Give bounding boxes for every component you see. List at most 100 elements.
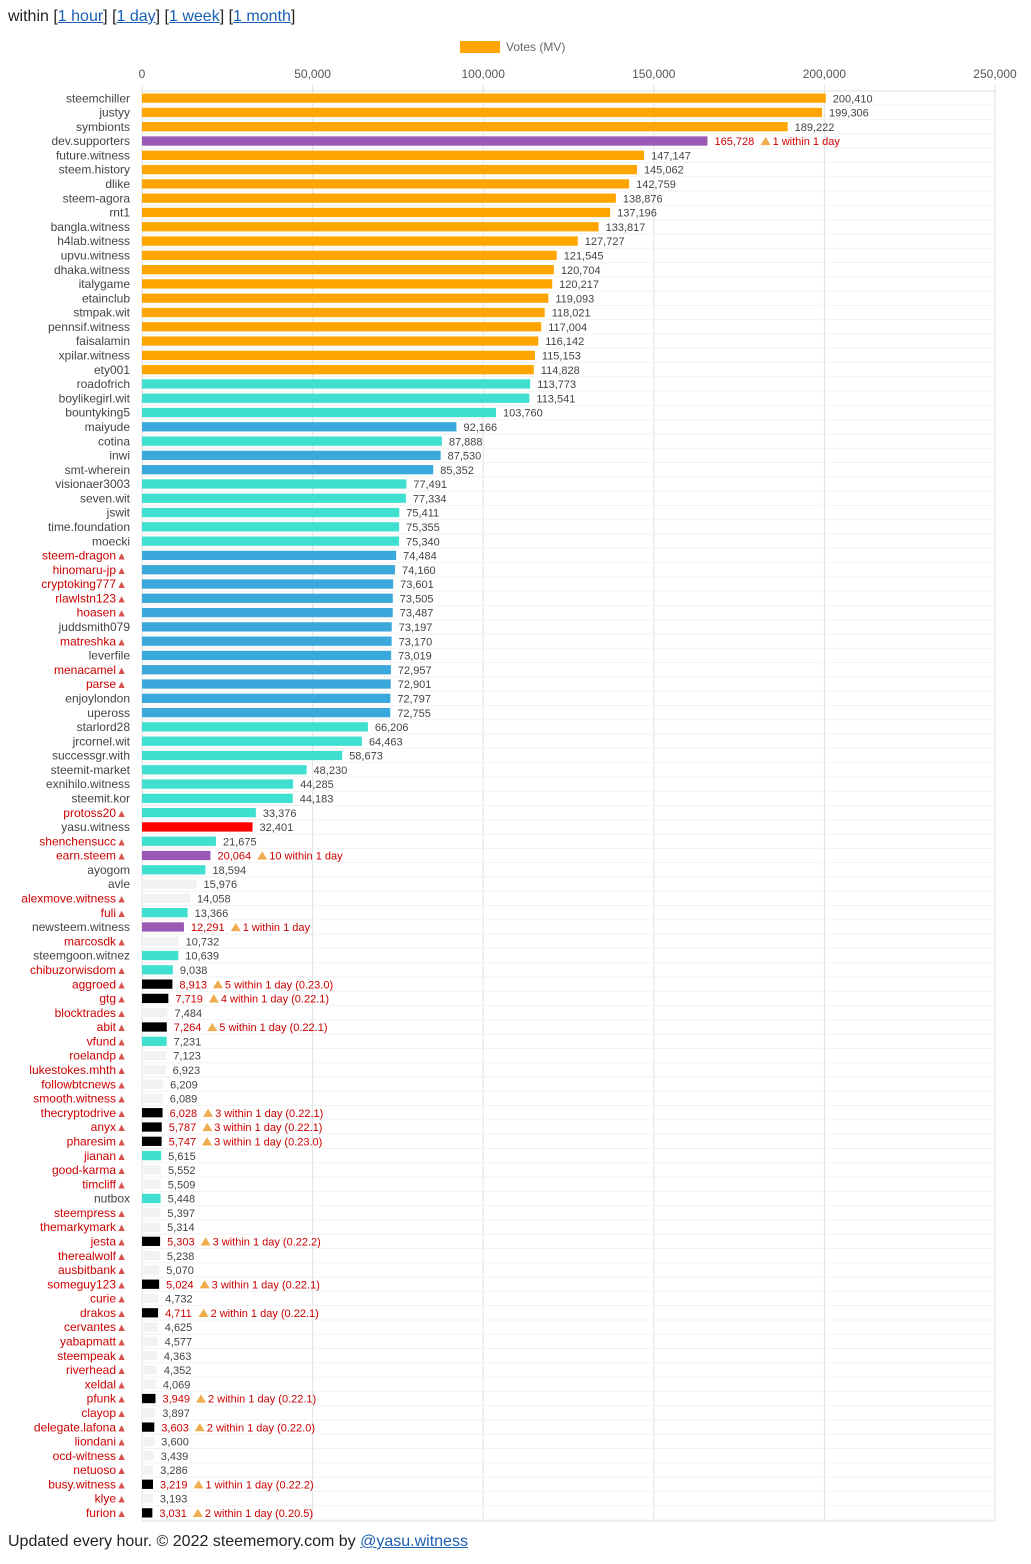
bar-row[interactable]: symbionts 189,222	[76, 120, 834, 134]
bar-label[interactable]: klye	[95, 1492, 117, 1506]
bar-label[interactable]: shenchensucc	[39, 834, 116, 848]
bar[interactable]	[142, 236, 578, 246]
bar-label[interactable]: pfunk	[87, 1392, 117, 1406]
bar-label[interactable]: yasu.witness	[61, 820, 130, 834]
bar-row[interactable]: bangla.witness 133,817	[51, 220, 646, 234]
bar[interactable]	[142, 665, 391, 675]
bar-label[interactable]: riverhead	[66, 1363, 116, 1377]
bar[interactable]	[142, 336, 539, 346]
bar-row[interactable]: ▲chibuzorwisdom 9,038	[30, 963, 207, 977]
bar-label[interactable]: aggroed	[72, 977, 116, 991]
bar-label[interactable]: protoss20	[63, 806, 116, 820]
bar[interactable]	[142, 93, 826, 103]
bar-label[interactable]: jrcornel.wit	[72, 734, 131, 748]
bar-row[interactable]: steem-agora 138,876	[63, 191, 663, 205]
bar-label[interactable]: steem.history	[59, 163, 130, 177]
bar-row[interactable]: visionaer3003 77,491	[55, 477, 447, 491]
bar[interactable]	[142, 779, 294, 789]
bar-row[interactable]: steemit-market 48,230	[51, 763, 348, 777]
bar-row[interactable]: steemchiller 200,410	[66, 91, 873, 105]
bar-row[interactable]: juddsmith079 73,197	[58, 620, 433, 634]
bar[interactable]	[142, 836, 216, 846]
bar-row[interactable]: jswit 75,411	[106, 506, 439, 520]
bar-label[interactable]: themarkymark	[40, 1220, 117, 1234]
bar-row[interactable]: ▲netuoso 3,286	[73, 1463, 187, 1477]
bar-row[interactable]: ▲someguy123 5,024 3 within 1 day (0.22.1)	[47, 1277, 320, 1291]
bar[interactable]	[142, 1193, 161, 1204]
bar-label[interactable]: furion	[86, 1506, 116, 1520]
bar-label[interactable]: etainclub	[82, 291, 130, 305]
bar-label[interactable]: xpilar.witness	[59, 349, 130, 363]
bar[interactable]	[142, 507, 400, 518]
bar-label[interactable]: ety001	[94, 363, 130, 377]
bar-row[interactable]: upeross 72,755	[87, 706, 431, 720]
bar-label[interactable]: successgr.with	[52, 749, 130, 763]
bar-label[interactable]: enjoylondon	[65, 691, 130, 705]
bar[interactable]	[142, 793, 293, 803]
bar-label[interactable]: lukestokes.mhth	[29, 1063, 116, 1077]
bar[interactable]	[142, 222, 599, 232]
filter-1-day-link[interactable]: 1 day	[116, 8, 156, 25]
bar-label[interactable]: netuoso	[73, 1463, 116, 1477]
bar[interactable]	[142, 436, 442, 446]
bar-row[interactable]: pennsif.witness 117,004	[48, 320, 587, 334]
bar[interactable]	[142, 1336, 158, 1347]
bar-row[interactable]: ▲cervantes 4,625	[64, 1320, 192, 1334]
bar[interactable]	[142, 164, 637, 175]
bar-row[interactable]: ▲abit 7,264 5 within 1 day (0.22.1)	[97, 1020, 328, 1034]
bar[interactable]	[142, 522, 400, 532]
bar-label[interactable]: blocktrades	[55, 1006, 116, 1020]
bar-row[interactable]: dlike 142,759	[105, 177, 676, 191]
bar-row[interactable]: ▲therealwolf 5,238	[58, 1249, 194, 1263]
bar-row[interactable]: boylikegirl.wit 113,541	[59, 391, 576, 405]
bar-row[interactable]: future.witness 147,147	[56, 148, 691, 162]
bar[interactable]	[142, 1008, 168, 1018]
bar-label[interactable]: italygame	[79, 277, 131, 291]
bar-label[interactable]: marcosdk	[64, 934, 117, 948]
bar-row[interactable]: ayogom 18,594	[87, 863, 246, 877]
bar-label[interactable]: ausbitbank	[58, 1263, 117, 1277]
bar[interactable]	[142, 1436, 155, 1447]
bar-label[interactable]: steemchiller	[66, 91, 130, 105]
bar-row[interactable]: ▲pharesim 5,747 3 within 1 day (0.23.0)	[67, 1134, 323, 1148]
bar-row[interactable]: ▲hinomaru-jp 74,160	[53, 563, 436, 577]
bar-row[interactable]: ▲menacamel 72,957	[54, 663, 432, 677]
bar-row[interactable]: ▲jianan 5,615	[83, 1149, 196, 1163]
bar-row[interactable]: ▲protoss20 33,376	[63, 806, 296, 820]
bar-row[interactable]: dev.supporters 165,728 1 within 1 day	[52, 134, 841, 148]
bar-label[interactable]: therealwolf	[58, 1249, 117, 1263]
bar-label[interactable]: dhaka.witness	[54, 263, 130, 277]
bar[interactable]	[142, 1165, 161, 1175]
bar-label[interactable]: ocd-witness	[53, 1449, 116, 1463]
bar[interactable]	[142, 293, 549, 303]
bar-label[interactable]: moecki	[92, 534, 130, 548]
bar[interactable]	[142, 679, 391, 689]
bar[interactable]	[142, 350, 535, 361]
bar-label[interactable]: leverfile	[89, 649, 131, 663]
bar[interactable]	[142, 1150, 162, 1161]
bar-label[interactable]: rnt1	[109, 206, 130, 220]
bar[interactable]	[142, 493, 406, 503]
bar-row[interactable]: ▲furion 3,031 2 within 1 day (0.20.5)	[86, 1506, 313, 1520]
bar[interactable]	[142, 936, 179, 946]
bar[interactable]	[142, 1422, 155, 1432]
bar-label[interactable]: dlike	[105, 177, 130, 191]
bar-label[interactable]: maiyude	[85, 420, 131, 434]
bar-label[interactable]: inwi	[109, 449, 130, 463]
bar-row[interactable]: ▲liondani 3,600	[75, 1435, 189, 1449]
bar-label[interactable]: drakos	[80, 1306, 116, 1320]
bar-label[interactable]: jswit	[106, 506, 131, 520]
bar[interactable]	[142, 765, 307, 775]
bar[interactable]	[142, 565, 396, 575]
bar-label[interactable]: steemit-market	[51, 763, 131, 777]
bar-row[interactable]: cotina 87,888	[98, 434, 483, 448]
bar[interactable]	[142, 922, 184, 932]
bar-row[interactable]: ▲xeldal 4,069	[85, 1377, 191, 1391]
bar-label[interactable]: steem-agora	[63, 191, 131, 205]
bar-row[interactable]: time.foundation 75,355	[48, 520, 440, 534]
bar[interactable]	[142, 693, 391, 703]
bar[interactable]	[142, 893, 190, 904]
bar-label[interactable]: steem-dragon	[42, 549, 116, 563]
bar-row[interactable]: ▲thecryptodrive 6,028 3 within 1 day (0.22…	[41, 1106, 324, 1120]
bar-row[interactable]: maiyude 92,166	[85, 420, 497, 434]
